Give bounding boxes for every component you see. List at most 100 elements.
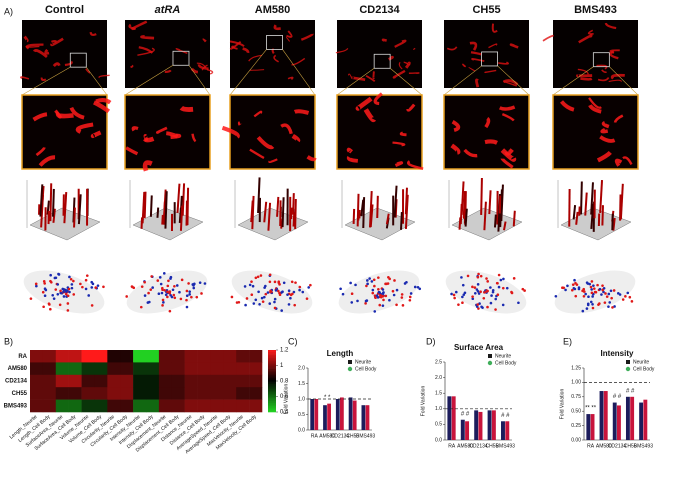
surface-peak <box>590 182 594 215</box>
track-point <box>292 290 296 294</box>
heatmap-cell <box>236 362 250 376</box>
colorbar-step <box>268 356 276 359</box>
zoom-box <box>481 51 498 67</box>
track-point <box>590 288 593 291</box>
x-tick-label: CD2134 <box>469 443 488 449</box>
zoom-guide <box>497 65 530 96</box>
colorbar-label: 0.8 <box>280 379 289 385</box>
heatmap-cell <box>55 362 69 376</box>
y-tick-label: 1.5 <box>435 391 442 397</box>
track-point <box>168 291 171 295</box>
cell-signal <box>501 113 515 122</box>
track-point <box>373 284 376 288</box>
micrograph <box>22 20 107 88</box>
track-point <box>405 280 408 284</box>
cell-signal <box>475 78 480 88</box>
cell-signal <box>587 29 594 35</box>
track-point <box>143 280 146 284</box>
colorbar-step <box>268 387 276 390</box>
colorbar-step <box>268 350 276 352</box>
track-point <box>280 309 284 312</box>
cell-signal <box>404 61 411 69</box>
cell-signal <box>98 74 110 79</box>
cell-signal <box>399 131 407 137</box>
track-point <box>381 304 385 307</box>
colorbar-step <box>268 367 276 369</box>
cell-signal <box>559 100 575 112</box>
track-point <box>29 297 33 300</box>
track-point <box>628 295 632 299</box>
track-point <box>577 287 581 291</box>
track-point <box>166 290 169 294</box>
track-point <box>157 292 161 295</box>
cell-signal <box>293 109 310 115</box>
track-point <box>613 305 616 308</box>
track-point <box>566 284 569 288</box>
track-point <box>610 296 613 300</box>
row-label: CH55 <box>12 391 28 397</box>
bar <box>590 414 595 440</box>
track-point <box>264 292 268 296</box>
heatmap-cell <box>120 399 134 413</box>
track-point <box>68 275 71 279</box>
cell-signal <box>256 135 275 150</box>
track-point <box>230 295 234 299</box>
heatmap-cell <box>81 387 95 400</box>
track-point <box>485 277 488 280</box>
track-point <box>35 284 38 288</box>
heatmap-cell <box>68 399 82 413</box>
track-point <box>143 294 147 297</box>
track-point <box>374 296 377 299</box>
track-point <box>170 295 174 299</box>
heatmap-cell <box>94 350 108 363</box>
heatmap-cell <box>30 350 44 363</box>
micrograph <box>125 20 210 88</box>
track-point <box>268 280 272 284</box>
bar <box>361 405 366 430</box>
cell-signal <box>398 61 403 70</box>
track-point <box>273 297 277 301</box>
cell-signal <box>164 69 172 73</box>
track-point <box>373 294 377 297</box>
track-point <box>408 295 412 299</box>
bar <box>630 396 635 440</box>
column-header: AM580 <box>255 4 290 16</box>
cell-signal <box>50 37 64 47</box>
track-point <box>571 288 574 292</box>
track-point <box>163 288 167 292</box>
surface-peak <box>292 212 296 227</box>
track-point <box>307 286 310 289</box>
track-point <box>192 286 196 290</box>
track-point <box>600 293 603 296</box>
track-point <box>185 289 189 293</box>
track-point <box>371 288 375 292</box>
legend-marker <box>487 360 493 366</box>
bar <box>447 396 452 440</box>
track-point <box>591 306 595 310</box>
surface-peak <box>77 194 82 225</box>
track-point <box>61 287 65 291</box>
track-point <box>70 283 74 286</box>
cell-signal <box>40 77 47 82</box>
surface-peak <box>63 191 68 224</box>
legend-label: Cell Body <box>355 366 377 372</box>
heatmap-cell <box>107 374 121 388</box>
surface-peak <box>400 212 403 230</box>
track-point <box>592 287 596 290</box>
track-point <box>164 293 168 297</box>
cell-signal <box>484 69 497 74</box>
heatmap-cell <box>249 399 263 413</box>
cell-signal <box>394 161 404 167</box>
bar <box>505 421 510 440</box>
track-point <box>52 297 56 300</box>
cell-signal <box>20 76 30 80</box>
track-point <box>48 303 51 306</box>
y-tick-label: 0.5 <box>298 412 305 418</box>
surface-peak <box>52 208 56 223</box>
chart-title: Length <box>327 349 354 358</box>
cell-signal <box>130 64 134 69</box>
track-point <box>356 299 359 303</box>
surface-peak <box>149 195 153 217</box>
y-tick-label: 1.25 <box>571 365 581 371</box>
surface-peak <box>40 185 45 213</box>
